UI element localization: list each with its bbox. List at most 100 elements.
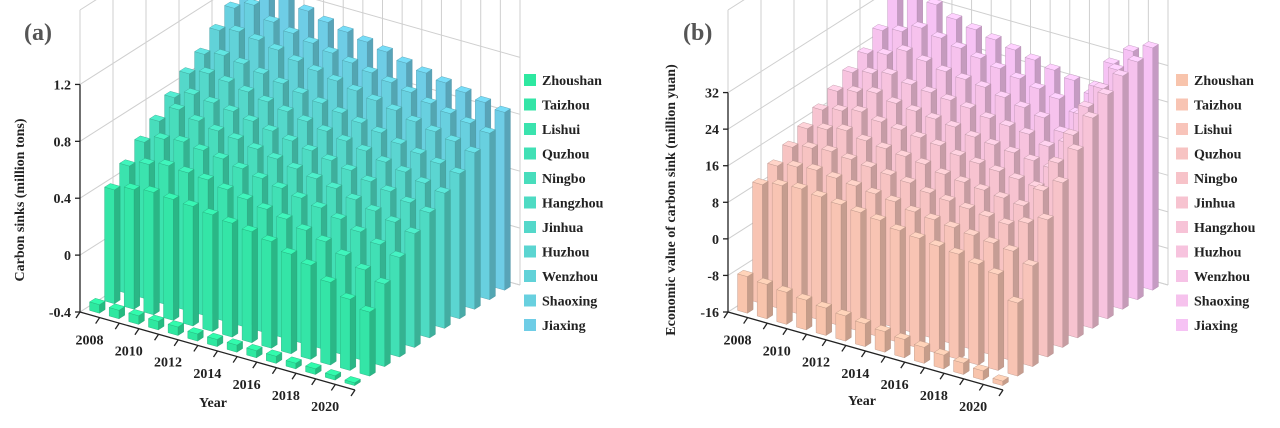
bar-top <box>209 23 226 31</box>
bar-top <box>262 124 279 132</box>
bar-top <box>964 130 982 138</box>
legend-label: Wenzhou <box>1194 270 1250 285</box>
bar-top <box>265 349 283 357</box>
bar-top <box>326 74 344 82</box>
x-tick-mark <box>330 384 336 391</box>
bar-top <box>356 35 374 43</box>
bar-top <box>449 167 466 175</box>
bar-top <box>812 103 829 111</box>
bar <box>206 332 224 347</box>
bar-top <box>374 277 391 285</box>
bar <box>968 257 985 366</box>
bar <box>464 146 481 310</box>
bar-top <box>444 134 462 142</box>
bar-top <box>345 193 362 201</box>
bar <box>869 213 887 338</box>
bar-side <box>504 108 511 291</box>
bar-top <box>286 162 304 170</box>
bar <box>1022 259 1039 367</box>
legend-label: Huzhou <box>542 246 590 261</box>
bar-top <box>365 204 382 212</box>
bar-top <box>203 96 220 104</box>
bar-top <box>266 152 284 160</box>
x-tick-label: 2016 <box>233 378 261 393</box>
bar-top <box>238 85 255 93</box>
bar-top <box>891 25 909 32</box>
bar-side <box>459 169 466 320</box>
bar-top <box>998 218 1015 225</box>
legend-swatch <box>524 74 536 86</box>
bar-top <box>860 160 878 168</box>
bar <box>1127 55 1144 301</box>
bar <box>752 178 769 305</box>
bar-top <box>104 183 121 191</box>
bar-front <box>1142 44 1153 291</box>
bar-top <box>909 231 926 239</box>
x-tick-mark <box>782 328 788 336</box>
bar-side <box>860 208 867 332</box>
bar-top <box>221 216 239 224</box>
bar-top <box>1037 213 1054 221</box>
bar-front <box>104 186 115 304</box>
bar-top <box>158 159 175 167</box>
bar-top <box>228 25 246 33</box>
bar-top <box>390 137 407 145</box>
bar-top <box>914 157 932 165</box>
bar-top <box>305 362 322 370</box>
bar-top <box>425 125 442 132</box>
bar-top <box>856 134 873 142</box>
bar-top <box>944 120 962 128</box>
bar-front <box>870 217 881 338</box>
bar-side <box>884 327 891 353</box>
bars <box>737 0 1159 386</box>
bar-side <box>212 210 219 332</box>
bar <box>226 338 244 353</box>
bar-side <box>978 260 985 366</box>
bar-top <box>950 41 968 49</box>
bar-top <box>968 257 985 265</box>
bar <box>1142 41 1159 291</box>
x-tick-mark <box>723 311 729 319</box>
grid-line <box>727 0 1169 94</box>
bar-front <box>389 254 400 358</box>
y-tick-label: 24 <box>705 123 719 138</box>
bar-top <box>1008 172 1025 180</box>
bar <box>1082 111 1099 329</box>
bar-top <box>815 301 833 309</box>
bar-top <box>953 356 970 364</box>
bar-top <box>1077 100 1095 108</box>
bar <box>285 356 302 370</box>
bar-top <box>984 138 1001 146</box>
bar-top <box>946 12 963 20</box>
bar-front <box>1112 73 1123 310</box>
bar <box>1037 213 1054 358</box>
bar-top <box>963 228 980 236</box>
bar-top <box>1018 127 1036 135</box>
bar-side <box>1122 72 1129 310</box>
panel-label: (a) <box>24 20 52 46</box>
bar <box>89 298 106 314</box>
bar-top <box>194 47 211 55</box>
bar <box>104 183 121 305</box>
bar-top <box>213 49 231 56</box>
bar-top <box>782 140 799 148</box>
bar-front <box>909 235 920 349</box>
bar-top <box>970 51 987 59</box>
bar-top <box>796 293 813 301</box>
legend-swatch <box>524 172 536 184</box>
legend-swatch <box>524 270 536 282</box>
bar-top <box>405 115 422 123</box>
bar-top <box>320 275 337 283</box>
bar-top <box>298 4 315 12</box>
bar-top <box>841 152 858 160</box>
bar-top <box>776 285 793 293</box>
bar-side <box>369 308 376 377</box>
bar-top <box>315 235 332 243</box>
bar <box>1052 176 1069 348</box>
bar <box>948 247 965 360</box>
bar-top <box>325 181 343 189</box>
legend-item: Zhoushan <box>1176 74 1254 89</box>
bar-front <box>163 196 174 321</box>
x-tick-label: 2018 <box>920 389 948 404</box>
bar-top <box>317 15 335 23</box>
